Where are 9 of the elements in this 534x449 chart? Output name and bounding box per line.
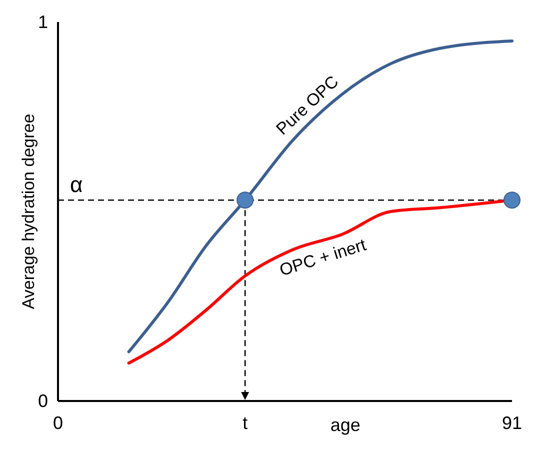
ref-line-label: α [70, 172, 83, 198]
x-tick-label: t [242, 413, 248, 433]
x-tick-label: 91 [502, 413, 522, 433]
text: OPC + inert [277, 235, 369, 280]
y-axis-title: Average hydration degree [19, 114, 38, 310]
line-series [127, 39, 514, 354]
x-axis-title: age [330, 415, 360, 435]
x-tick-label: 0 [52, 413, 64, 433]
y-tick-label: 1 [38, 12, 48, 32]
